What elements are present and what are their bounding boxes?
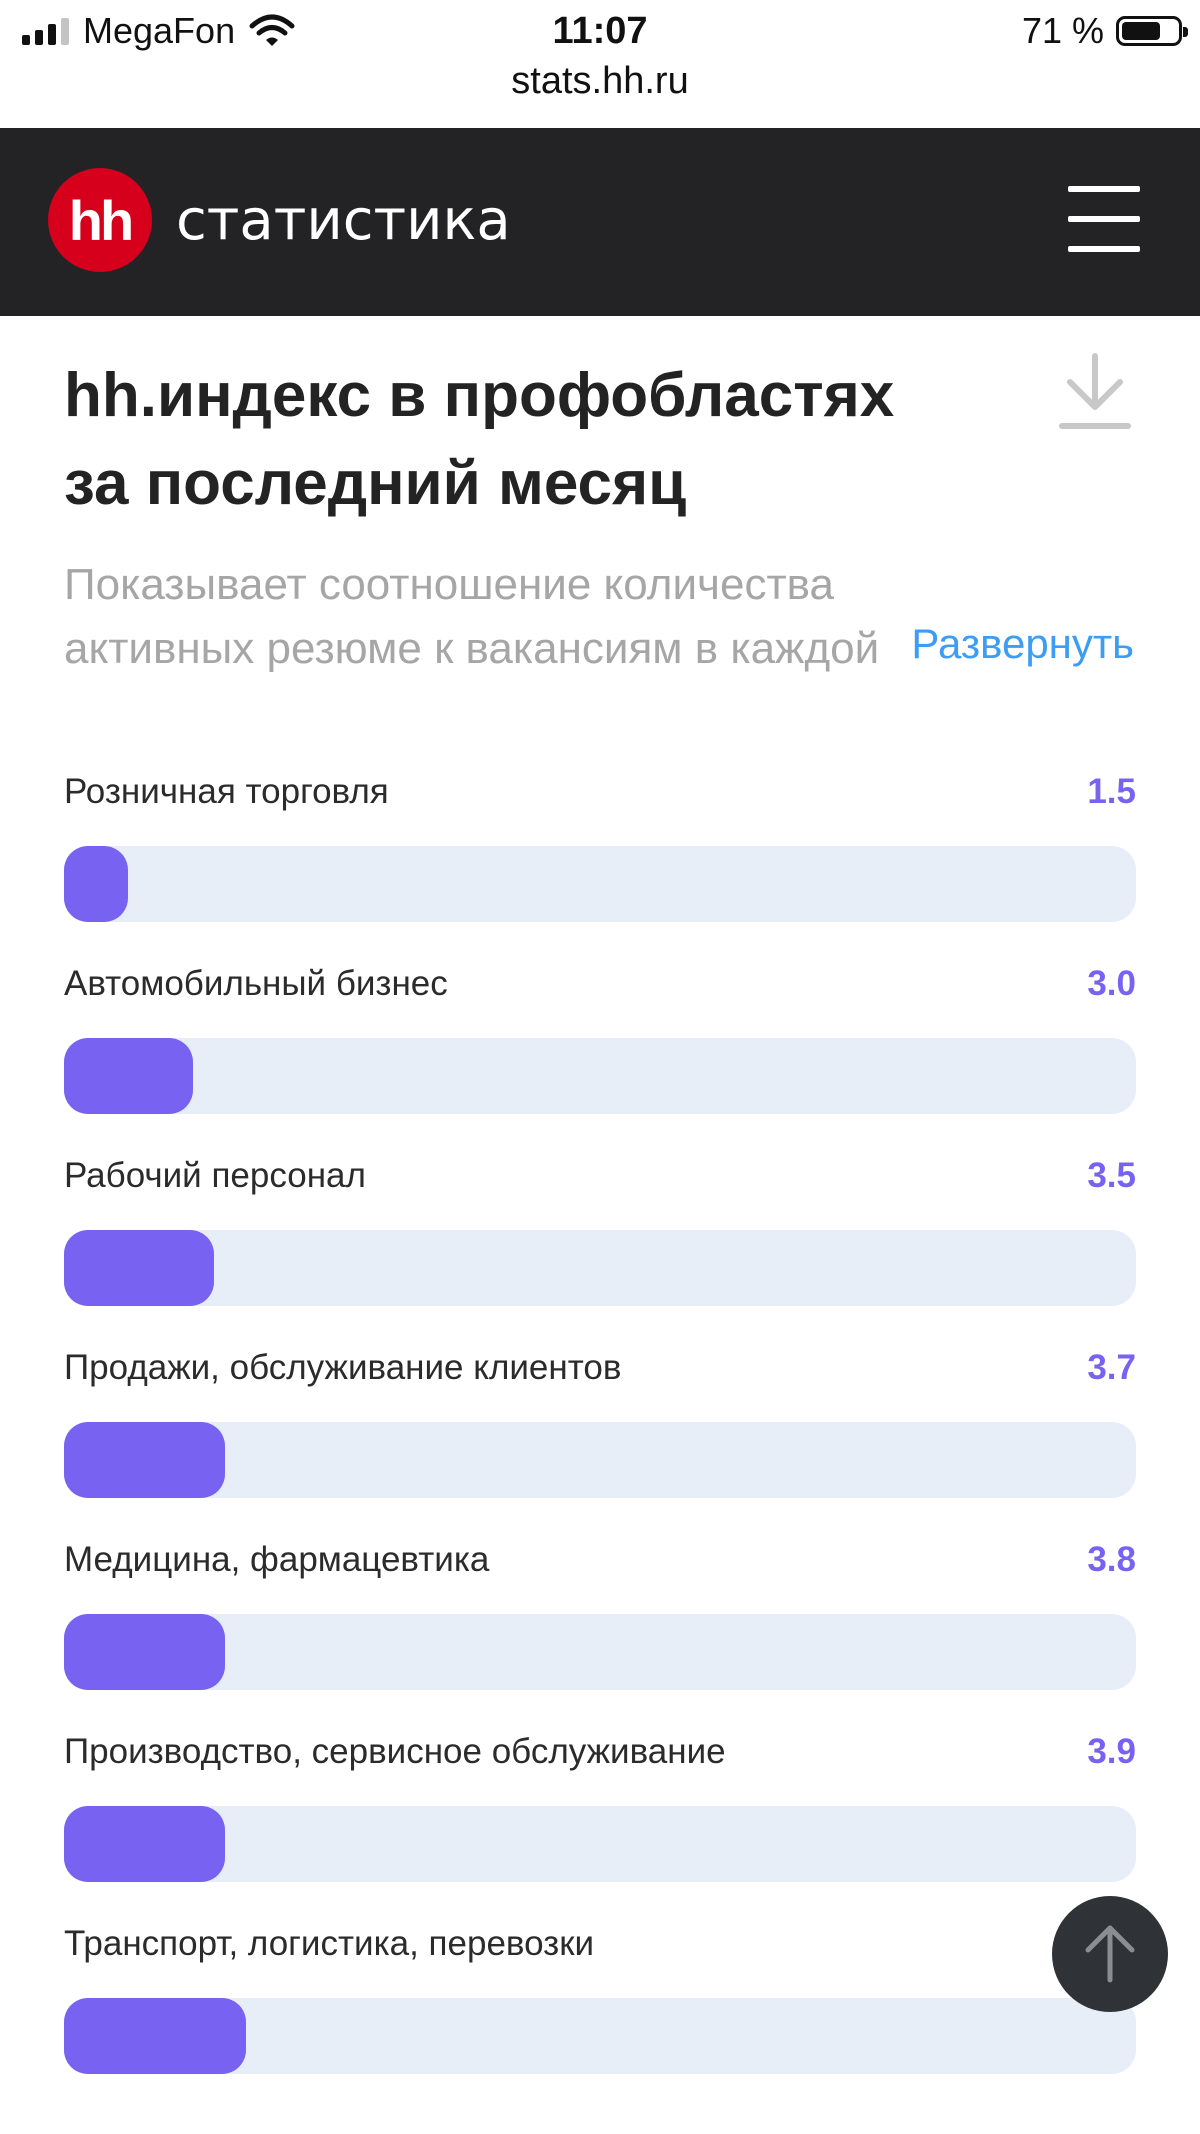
bar-value: 3.7 bbox=[1087, 1348, 1136, 1387]
expand-link[interactable]: Развернуть bbox=[881, 620, 1134, 668]
profarea-bar-list: Розничная торговля 1.5 Автомобильный бизне… bbox=[64, 760, 1136, 2104]
bar-row[interactable]: Транспорт, логистика, перевозки bbox=[64, 1912, 1136, 2104]
bar-fill bbox=[64, 1998, 247, 2074]
status-right: 71 % bbox=[1021, 10, 1188, 52]
bar-row[interactable]: Медицина, фармацевтика 3.8 bbox=[64, 1528, 1136, 1720]
arrow-up-icon bbox=[1085, 1925, 1135, 1983]
bar-row[interactable]: Автомобильный бизнес 3.0 bbox=[64, 952, 1136, 1144]
address-bar-url[interactable]: stats.hh.ru bbox=[511, 60, 689, 102]
bar-row[interactable]: Производство, сервисное обслуживание 3.9 bbox=[64, 1720, 1136, 1912]
bar-value: 3.8 bbox=[1087, 1540, 1136, 1579]
bar-row[interactable]: Рабочий персонал 3.5 bbox=[64, 1144, 1136, 1336]
clock: 11:07 bbox=[552, 10, 648, 52]
bar-track bbox=[64, 1038, 1136, 1114]
bar-label: Розничная торговля bbox=[64, 772, 389, 811]
site-header: hh статистика bbox=[0, 128, 1200, 316]
bar-track bbox=[64, 1998, 1136, 2074]
status-bar: MegaFon 11:07 71 % bbox=[0, 0, 1200, 68]
bar-fill bbox=[64, 1038, 193, 1114]
hamburger-menu-icon[interactable] bbox=[1068, 186, 1140, 252]
bar-value: 3.9 bbox=[1087, 1732, 1136, 1771]
battery-icon bbox=[1116, 16, 1188, 46]
bar-label: Транспорт, логистика, перевозки bbox=[64, 1924, 595, 1963]
bar-track bbox=[64, 1422, 1136, 1498]
bar-track bbox=[64, 1230, 1136, 1306]
bar-label: Продажи, обслуживание клиентов bbox=[64, 1348, 622, 1387]
signal-icon bbox=[22, 17, 69, 45]
site-logo[interactable]: hh статистика bbox=[48, 168, 511, 272]
description: Показывает соотношение количества активн… bbox=[64, 553, 1134, 683]
bar-track bbox=[64, 1806, 1136, 1882]
bar-track bbox=[64, 1614, 1136, 1690]
bar-label: Медицина, фармацевтика bbox=[64, 1540, 490, 1579]
bar-value: 3.5 bbox=[1087, 1156, 1136, 1195]
carrier-name: MegaFon bbox=[83, 10, 236, 51]
bar-value: 3.0 bbox=[1087, 964, 1136, 1003]
bar-label: Производство, сервисное обслуживание bbox=[64, 1732, 726, 1771]
download-icon[interactable] bbox=[1058, 352, 1132, 432]
status-left: MegaFon bbox=[22, 10, 295, 52]
battery-percent: 71 % bbox=[1021, 10, 1104, 51]
bar-value: 1.5 bbox=[1087, 772, 1136, 811]
hh-logo-mark: hh bbox=[48, 168, 152, 272]
bar-fill bbox=[64, 1230, 215, 1306]
bar-track bbox=[64, 846, 1136, 922]
bar-row[interactable]: Розничная торговля 1.5 bbox=[64, 760, 1136, 952]
bar-row[interactable]: Продажи, обслуживание клиентов 3.7 bbox=[64, 1336, 1136, 1528]
scroll-to-top-button[interactable] bbox=[1052, 1896, 1168, 2012]
bar-fill bbox=[64, 1422, 225, 1498]
wifi-icon bbox=[249, 14, 295, 46]
bar-label: Автомобильный бизнес bbox=[64, 964, 448, 1003]
bar-fill bbox=[64, 1614, 225, 1690]
description-text: Показывает соотношение количества активн… bbox=[64, 560, 880, 673]
page-title: hh.индекс в профобластях за последний ме… bbox=[64, 361, 895, 518]
battery-level bbox=[1122, 22, 1161, 40]
bar-label: Рабочий персонал bbox=[64, 1156, 366, 1195]
bar-fill bbox=[64, 846, 129, 922]
bar-fill bbox=[64, 1806, 225, 1882]
logo-text: статистика bbox=[176, 187, 511, 253]
